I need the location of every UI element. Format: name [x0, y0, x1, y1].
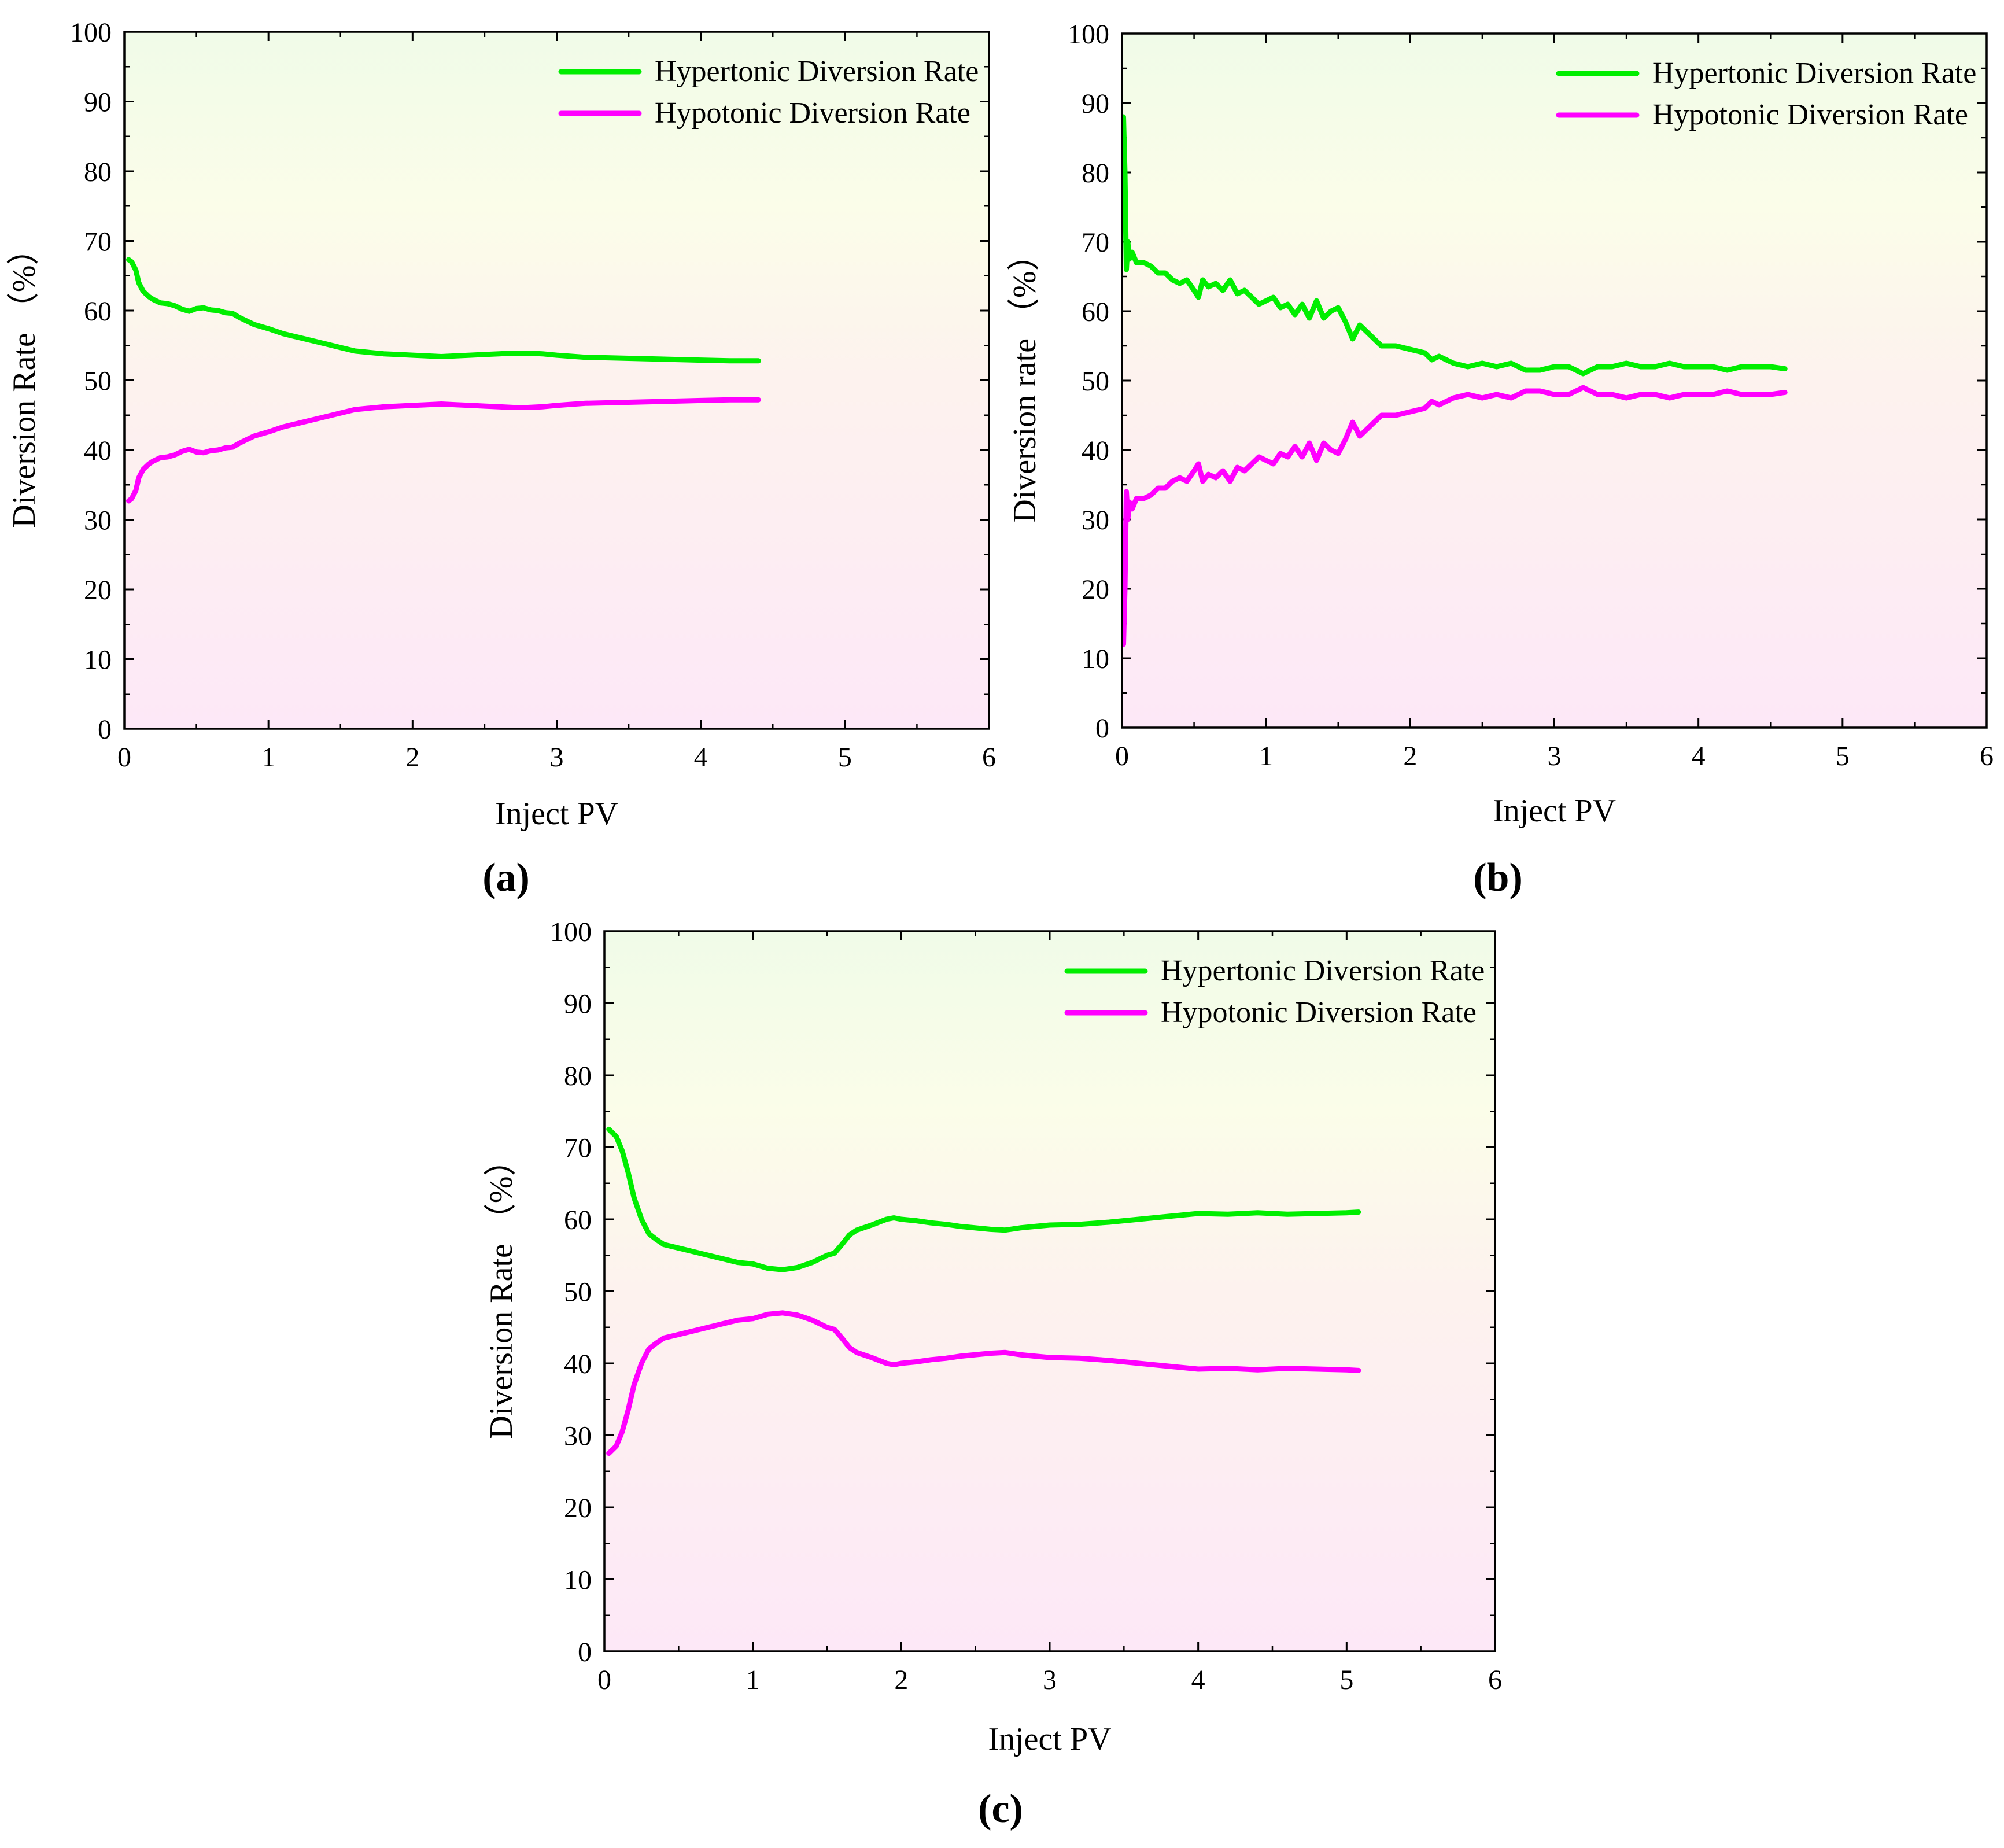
y-tick-label: 90 [564, 989, 592, 1020]
x-tick-label: 2 [405, 742, 419, 773]
x-tick-label: 4 [1191, 1665, 1205, 1695]
y-tick-label: 90 [1082, 88, 1109, 119]
y-tick-label: 80 [1082, 158, 1109, 189]
y-tick-label: 10 [1082, 644, 1109, 674]
panel-label: (b) [1473, 855, 1523, 900]
y-axis-label: Diversion rate （%） [1007, 238, 1043, 522]
x-tick-label: 0 [597, 1665, 611, 1695]
y-tick-label: 60 [1082, 297, 1109, 327]
x-tick-label: 0 [1115, 741, 1129, 772]
y-tick-label: 80 [564, 1061, 592, 1091]
x-tick-label: 6 [982, 742, 996, 773]
y-tick-label: 10 [564, 1565, 592, 1596]
panel-label: (c) [978, 1787, 1023, 1831]
x-tick-label: 5 [1339, 1665, 1353, 1695]
y-tick-label: 60 [84, 296, 112, 327]
panel-b: 0 10 20 30 40 50 60 70 80 90 100 0 1 2 3 4 5 6 Hypertonic … [1007, 19, 1994, 900]
legend-item: Hypertonic Diversion Rate [1064, 954, 1485, 987]
x-tick-label: 4 [1692, 741, 1706, 772]
y-tick-label: 50 [84, 366, 112, 397]
y-tick-label: 0 [98, 714, 112, 745]
y-tick-label: 10 [84, 645, 112, 676]
series-line-hypertonic [126, 257, 761, 364]
x-tick-label: 3 [1043, 1665, 1057, 1695]
x-tick-label: 5 [1836, 741, 1850, 772]
series-line-hypotonic [126, 397, 761, 504]
plot-frame [1121, 32, 1988, 729]
legend-label: Hypertonic Diversion Rate [1161, 954, 1485, 987]
y-tick-label: 70 [84, 227, 112, 257]
x-tick-label: 0 [117, 742, 131, 773]
plot-background [1122, 34, 1987, 728]
plot-frame [603, 930, 1496, 1652]
y-tick-label: 100 [1068, 19, 1109, 50]
legend-item: Hypertonic Diversion Rate [558, 55, 979, 88]
x-tick-label: 1 [746, 1665, 760, 1695]
y-tick-label: 30 [84, 506, 112, 536]
x-tick-label: 5 [838, 742, 852, 773]
y-tick-label: 50 [1082, 366, 1109, 397]
x-tick-label: 2 [894, 1665, 908, 1695]
panel-label: (a) [482, 855, 530, 900]
y-tick-label: 30 [1082, 505, 1109, 536]
x-tick-label: 3 [1548, 741, 1562, 772]
y-tick-label: 0 [1095, 713, 1109, 744]
series-line-hypertonic [1121, 114, 1788, 377]
y-axis-label: Diversion Rate （%） [6, 233, 42, 528]
y-tick-label: 80 [84, 157, 112, 187]
x-tick-label: 6 [1980, 741, 1994, 772]
y-tick-label: 90 [84, 87, 112, 118]
y-tick-label: 50 [564, 1277, 592, 1308]
legend-item: Hypotonic Diversion Rate [1064, 996, 1477, 1029]
x-axis-label: Inject PV [1493, 793, 1616, 829]
y-tick-label: 40 [564, 1349, 592, 1379]
y-tick-label: 100 [70, 17, 112, 48]
x-tick-label: 2 [1403, 741, 1417, 772]
y-tick-label: 40 [1082, 436, 1109, 466]
y-tick-label: 70 [564, 1133, 592, 1164]
y-axis-label: Diversion Rate （%） [484, 1144, 519, 1438]
y-tick-label: 0 [578, 1637, 592, 1668]
y-tick-label: 60 [564, 1205, 592, 1235]
series-line-hypertonic [606, 1126, 1361, 1272]
legend-label: Hypertonic Diversion Rate [655, 55, 979, 88]
y-tick-label: 20 [564, 1493, 592, 1524]
series-line-hypotonic [606, 1310, 1361, 1456]
y-tick-label: 100 [550, 917, 592, 947]
legend-label: Hypotonic Diversion Rate [1161, 996, 1477, 1029]
legend-item: Hypertonic Diversion Rate [1556, 57, 1976, 90]
x-tick-label: 3 [550, 742, 564, 773]
panel-a: 0 10 20 30 40 50 60 70 80 90 100 0 1 2 3 4 5 6 Hypertonic … [6, 17, 996, 900]
legend-item: Hypotonic Diversion Rate [558, 97, 970, 130]
x-axis-label: Inject PV [988, 1721, 1111, 1757]
x-tick-label: 1 [1259, 741, 1273, 772]
plot-frame [123, 31, 990, 730]
plot-background [124, 32, 989, 729]
legend-item: Hypotonic Diversion Rate [1556, 98, 1968, 131]
y-tick-label: 20 [84, 575, 112, 606]
x-tick-label: 1 [261, 742, 275, 773]
panel-c: 0 10 20 30 40 50 60 70 80 90 100 0 1 2 3 4 5 6 Hypertonic … [484, 917, 1502, 1831]
legend-label: Hypertonic Diversion Rate [1652, 57, 1976, 90]
x-tick-label: 4 [694, 742, 708, 773]
plot-background [604, 931, 1495, 1651]
x-axis-label: Inject PV [495, 796, 618, 832]
legend-label: Hypotonic Diversion Rate [1652, 98, 1968, 131]
y-tick-label: 20 [1082, 574, 1109, 605]
series-line-hypotonic [1121, 385, 1788, 647]
x-tick-label: 6 [1488, 1665, 1502, 1695]
legend-label: Hypotonic Diversion Rate [655, 97, 970, 130]
y-tick-label: 40 [84, 436, 112, 466]
y-tick-label: 30 [564, 1421, 592, 1452]
y-tick-label: 70 [1082, 227, 1109, 258]
